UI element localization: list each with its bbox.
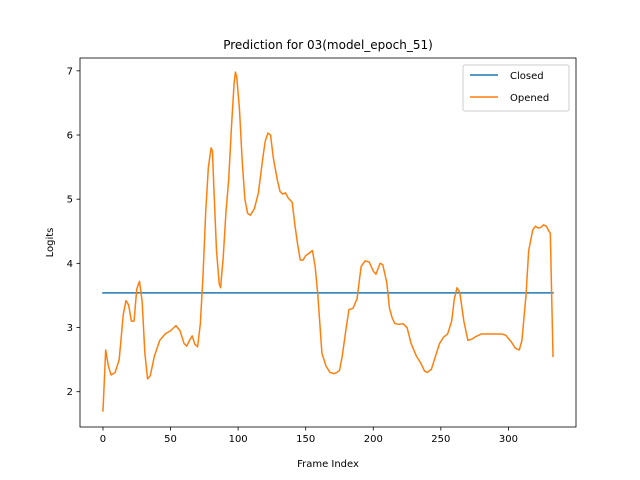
x-tick-label: 100 xyxy=(229,434,248,445)
x-tick-label: 250 xyxy=(431,434,450,445)
y-tick-label: 3 xyxy=(67,323,73,334)
y-tick-label: 2 xyxy=(67,387,73,398)
axes-frame xyxy=(79,57,577,428)
y-axis-label: Logits xyxy=(45,228,56,258)
x-tick-label: 50 xyxy=(164,434,177,445)
legend: Closed Opened xyxy=(462,64,570,112)
plot-area xyxy=(102,71,554,412)
series-line-opened xyxy=(102,71,554,412)
legend-label-closed: Closed xyxy=(510,71,544,82)
y-tick-label: 4 xyxy=(67,259,73,270)
x-axis-label: Frame Index xyxy=(297,459,359,470)
x-tick-label: 300 xyxy=(499,434,518,445)
x-tick-label: 150 xyxy=(296,434,315,445)
y-tick-label: 7 xyxy=(67,66,73,77)
y-axis: 2 3 4 5 6 7 xyxy=(67,66,80,398)
legend-label-opened: Opened xyxy=(510,93,549,104)
legend-box xyxy=(462,64,570,112)
chart-title: Prediction for 03(model_epoch_51) xyxy=(223,38,433,52)
x-tick-label: 0 xyxy=(100,434,106,445)
x-tick-label: 200 xyxy=(364,434,383,445)
x-axis: 0 50 100 150 200 250 300 xyxy=(100,427,518,445)
y-tick-label: 6 xyxy=(67,131,73,142)
y-tick-label: 5 xyxy=(67,195,73,206)
